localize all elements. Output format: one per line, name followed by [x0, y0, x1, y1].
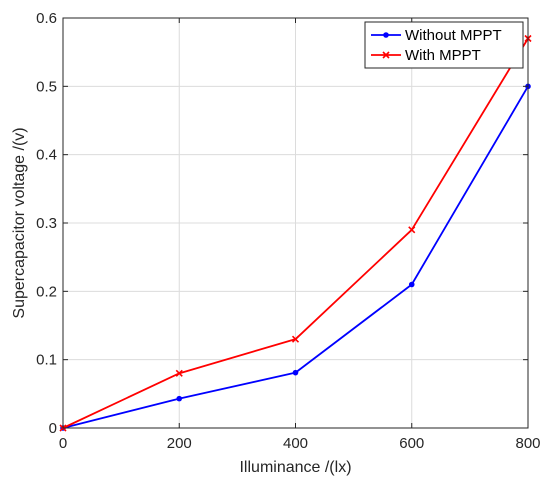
y-tick-label: 0 [49, 420, 57, 437]
cross-stroke [291, 335, 300, 343]
x-tick-label: 600 [399, 435, 424, 452]
legend: Without MPPT With MPPT [364, 21, 524, 69]
legend-swatch-marker [382, 51, 390, 59]
legend-box [364, 21, 524, 69]
grid [62, 17, 529, 429]
legend-swatch-marker [383, 32, 389, 38]
x-tick-label: 200 [167, 435, 192, 452]
axis-ticks: 0 200 400 600 800 0 0.1 0.2 0.3 0.4 0.5 0.6 [36, 10, 540, 452]
x-tick-label: 400 [283, 435, 308, 452]
cross-stroke [408, 226, 416, 234]
series-2-point [291, 335, 300, 343]
y-tick-label: 0.4 [36, 147, 57, 164]
x-tick-label: 800 [515, 435, 540, 452]
y-tick-label: 0.6 [36, 10, 57, 27]
series-1-point [176, 395, 183, 402]
cross-stroke [175, 369, 183, 377]
series-1-point [292, 369, 299, 376]
series-2-point [175, 369, 183, 377]
y-tick-label: 0.1 [36, 352, 57, 369]
y-tick-label: 0.3 [36, 215, 57, 232]
y-tick-label: 0.2 [36, 283, 57, 300]
x-axis-title: Illuminance /(lx) [239, 459, 351, 476]
y-axis-title: Supercapacitor voltage /(v) [11, 127, 28, 318]
cross-stroke [382, 51, 390, 59]
series-1-point [408, 281, 415, 288]
legend-label: Without MPPT [405, 27, 502, 44]
series-2-point [408, 226, 416, 234]
x-tick-label: 0 [59, 435, 67, 452]
legend-label: With MPPT [405, 47, 481, 64]
y-tick-label: 0.5 [36, 78, 57, 95]
